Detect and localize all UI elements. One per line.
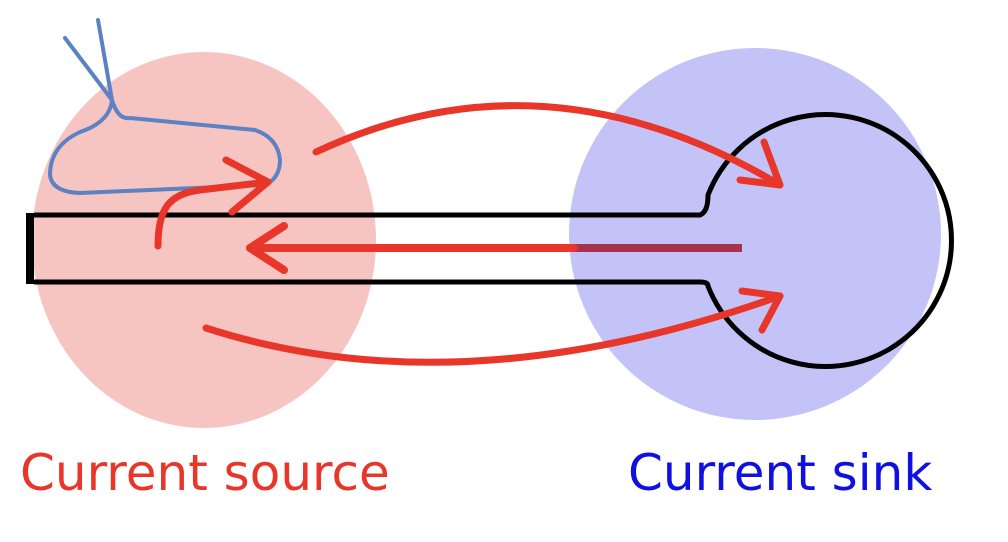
lower-current-arrowhead <box>738 287 784 334</box>
synaptic-current-arrow <box>154 178 272 250</box>
source-region <box>32 52 376 428</box>
return-current-arrowhead <box>246 222 288 274</box>
current-source-label: Current source <box>20 444 390 502</box>
sink-region <box>569 48 941 420</box>
lower-current-arrow <box>202 292 784 366</box>
current-sink-label: Current sink <box>628 444 933 502</box>
upper-current-arrow <box>312 102 784 189</box>
synaptic-terminal <box>48 18 282 195</box>
synaptic-current-arrowhead <box>222 156 272 216</box>
upper-current-arrowhead <box>736 138 784 189</box>
